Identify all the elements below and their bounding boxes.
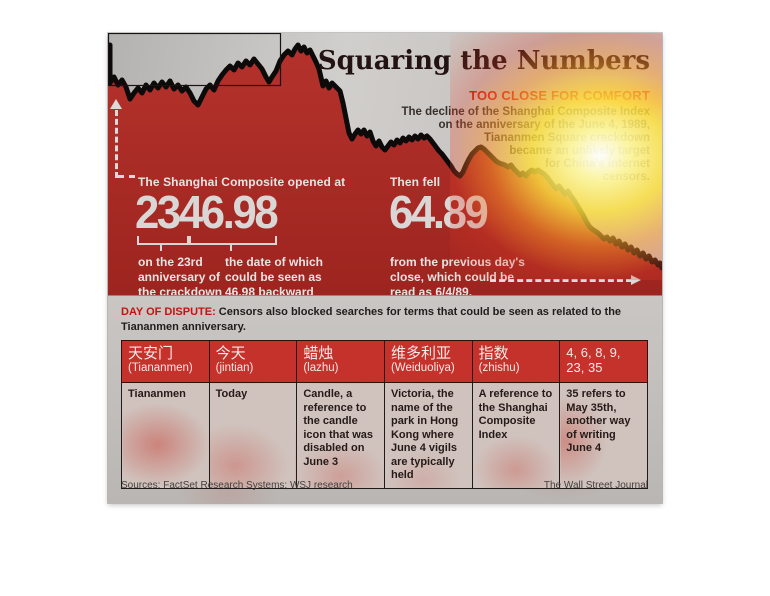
header-numbers: 4, 6, 8, 9, 23, 35: [559, 340, 648, 383]
open-note-a: on the 23rd anniversary of the crackdown: [138, 255, 223, 295]
bracket-23: [137, 236, 189, 245]
wsj-infographic: Squaring the Numbers TOO CLOSE FOR COMFO…: [107, 32, 663, 504]
header-lazhu: 蜡烛 (lazhu): [296, 340, 385, 383]
fell-stat-label: Then fell: [390, 175, 441, 189]
bracket-4698: [189, 236, 277, 245]
graphic-title: Squaring the Numbers: [317, 46, 650, 76]
open-note-b: the date of which could be seen as 46.98…: [225, 255, 324, 295]
wsj-credit: The Wall Street Journal: [543, 480, 648, 491]
header-tiananmen: 天安门 (Tiananmen): [121, 340, 210, 383]
dispute-paragraph: DAY OF DISPUTE: Censors also blocked sea…: [121, 305, 656, 335]
headline-block: Squaring the Numbers TOO CLOSE FOR COMFO…: [318, 46, 650, 184]
cell-numbers: 35 refers to May 35th, another way of wr…: [559, 382, 648, 489]
header-jintian: 今天 (jintian): [208, 340, 298, 383]
bracket-4698-tick: [230, 243, 232, 251]
cell-index: A reference to the Shanghai Composite In…: [471, 382, 561, 489]
table-header-row: 天安门 (Tiananmen) 今天 (jintian) 蜡烛 (lazhu) …: [121, 340, 648, 383]
intro-line: censors.: [602, 171, 650, 183]
right-dashed-arrow: [490, 279, 632, 282]
intro-paragraph: The decline of the Shanghai Composite In…: [318, 106, 650, 184]
right-arrowhead-icon: [631, 275, 641, 285]
corner-dash: [118, 175, 135, 178]
intro-line: on the anniversary of the June 4, 1989,: [438, 119, 650, 131]
cell-candle: Candle, a reference to the candle icon t…: [296, 382, 385, 489]
squaring-box-outline: [108, 33, 282, 87]
cell-victoria: Victoria, the name of the park in Hong K…: [383, 382, 473, 489]
bracket-23-tick: [160, 243, 162, 251]
footer-row: Sources: FactSet Research Systems; WSJ r…: [121, 480, 648, 491]
open-stat-value: 2346.98: [135, 186, 279, 238]
header-weiduoliya: 维多利亚 (Weiduoliya): [383, 340, 473, 383]
fell-note: from the previous day's close, which cou…: [390, 255, 525, 295]
up-arrowhead-icon: [110, 99, 122, 109]
intro-line: The decline of the Shanghai Composite In…: [401, 106, 650, 118]
intro-line: for China's internet: [545, 158, 650, 170]
fell-stat-value: 64.89: [389, 186, 489, 238]
cell-today: Today: [208, 382, 298, 489]
blocked-terms-table: 天安门 (Tiananmen) 今天 (jintian) 蜡烛 (lazhu) …: [121, 340, 648, 489]
table-body-row: Tiananmen Today Candle, a reference to t…: [121, 382, 648, 489]
dispute-text: Censors also blocked searches for terms …: [121, 306, 622, 333]
dispute-panel: DAY OF DISPUTE: Censors also blocked sea…: [108, 295, 662, 504]
cell-tiananmen: Tiananmen: [121, 382, 210, 489]
sources-note: Sources: FactSet Research Systems; WSJ r…: [121, 480, 353, 491]
up-dashed-arrow: [115, 110, 118, 178]
dispute-lead: DAY OF DISPUTE:: [121, 306, 216, 318]
intro-line: became an unlikely target: [509, 145, 650, 157]
header-zhishu: 指数 (zhishu): [471, 340, 561, 383]
kicker-label: TOO CLOSE FOR COMFORT: [469, 88, 650, 103]
intro-line: Tiananmen Square crackdown: [484, 132, 650, 144]
chart-panel: Squaring the Numbers TOO CLOSE FOR COMFO…: [108, 33, 662, 295]
open-stat-label: The Shanghai Composite opened at: [138, 175, 346, 189]
